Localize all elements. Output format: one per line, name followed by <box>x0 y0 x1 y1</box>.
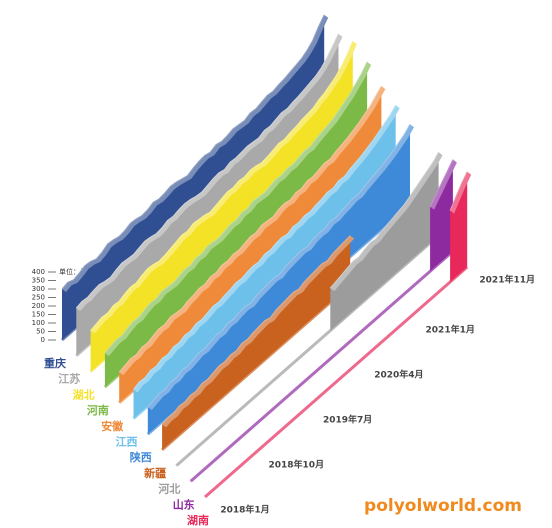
area-ridge <box>430 159 457 210</box>
series-label: 湖北 <box>73 387 95 401</box>
area-fill <box>430 159 453 272</box>
area-top <box>104 61 368 354</box>
x-tick-label: 2020年4月 <box>374 369 423 381</box>
area-ridge <box>104 61 372 357</box>
area-ridge <box>330 152 443 292</box>
area-ridge <box>147 124 415 411</box>
area-ridge <box>76 33 343 312</box>
series-label: 新疆 <box>144 466 166 480</box>
area-top <box>133 104 397 390</box>
series-label: 陕西 <box>130 450 152 464</box>
area-ridge <box>90 41 357 334</box>
y-tick-label: 100 <box>32 319 45 327</box>
series-label: 安徽 <box>101 419 124 433</box>
x-tick-label: 2021年11月 <box>479 274 535 286</box>
baseline <box>175 234 440 467</box>
x-tick-label: 2019年7月 <box>323 414 372 426</box>
y-tick-label: 250 <box>32 294 45 302</box>
y-tick-label: 200 <box>32 302 45 310</box>
series-label: 江苏 <box>58 372 80 386</box>
area-top <box>118 85 382 373</box>
area-fill <box>450 171 468 282</box>
y-tick-label: 350 <box>32 277 45 285</box>
series-label: 江西 <box>116 435 138 449</box>
series-label: 河北 <box>158 482 180 496</box>
x-tick-label: 2021年1月 <box>426 324 475 336</box>
area-top <box>449 171 468 211</box>
area-top <box>90 40 354 331</box>
baseline <box>189 250 454 483</box>
x-tick-label: 2018年10月 <box>269 459 325 471</box>
area-top <box>75 33 339 309</box>
area-ridge <box>62 14 329 293</box>
area-ridge <box>119 86 386 376</box>
y-unit: 单位：元/吨 <box>59 267 96 276</box>
area-ridge <box>450 171 472 214</box>
y-tick-label: 0 <box>41 336 45 344</box>
area-ridge <box>162 235 355 428</box>
series-label: 湖南 <box>187 513 209 527</box>
area-top <box>61 14 325 290</box>
area-top <box>161 235 351 425</box>
baseline <box>204 265 469 499</box>
series-label: 重庆 <box>44 356 66 370</box>
area-top <box>329 152 440 289</box>
y-tick-label: 50 <box>36 328 45 336</box>
y-tick-label: 300 <box>32 285 45 293</box>
y-tick-label: 400 <box>32 268 45 276</box>
x-tick-label: 2018年1月 <box>220 504 269 516</box>
y-tick-label: 150 <box>32 311 45 319</box>
series-label: 河南 <box>87 403 109 417</box>
watermark: polyolworld.com <box>364 496 522 516</box>
area-top <box>429 159 454 207</box>
series-label: 山东 <box>173 497 195 511</box>
area-top <box>147 124 411 408</box>
